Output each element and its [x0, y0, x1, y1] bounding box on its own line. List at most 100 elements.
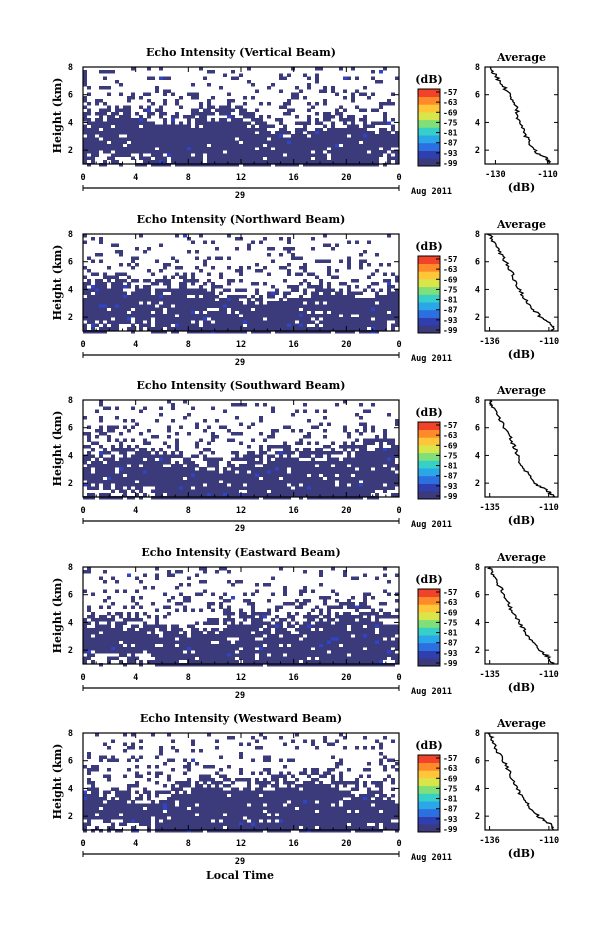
- heatmap-cell: [199, 310, 203, 315]
- heatmap-cell: [83, 159, 87, 164]
- heatmap-cell: [91, 288, 95, 292]
- heatmap-cell: [379, 140, 383, 145]
- heatmap-cell: [395, 307, 399, 312]
- heatmap-cell: [199, 163, 203, 167]
- heatmap-cell: [331, 605, 335, 609]
- colorbar-tick-label: -81: [443, 462, 458, 471]
- heatmap-cell: [87, 143, 91, 148]
- heatmap-cell: [267, 330, 271, 334]
- heatmap-cell: [263, 326, 267, 331]
- heatmap-cell: [159, 640, 163, 645]
- heatmap-cell: [91, 653, 95, 657]
- heatmap-cell: [143, 438, 147, 442]
- heatmap-cell: [199, 634, 203, 638]
- heatmap-cell: [191, 134, 195, 138]
- heatmap-cell: [91, 304, 95, 308]
- heatmap-cell: [387, 99, 391, 103]
- heatmap-cell: [95, 147, 99, 151]
- heatmap-cell: [299, 266, 303, 270]
- heatmap-cell: [155, 330, 159, 334]
- heatmap-cell: [139, 579, 143, 584]
- heatmap-cell: [111, 470, 115, 474]
- heatmap-cell: [343, 634, 347, 638]
- heatmap-cell: [91, 127, 95, 132]
- heatmap-cell: [107, 314, 111, 318]
- heatmap-cell: [155, 317, 159, 321]
- heatmap-cell: [367, 298, 371, 302]
- heatmap-cell: [167, 480, 171, 484]
- heatmap-cell: [259, 454, 263, 458]
- heatmap-cell: [195, 444, 199, 449]
- heatmap-cell: [155, 615, 159, 619]
- x-tick-label: 0: [396, 506, 401, 516]
- heatmap-cell: [359, 310, 363, 315]
- heatmap-cell: [87, 137, 91, 141]
- heatmap-cell: [199, 608, 203, 613]
- heatmap-cell: [275, 330, 279, 334]
- heatmap-cell: [215, 330, 219, 334]
- heatmap-cell: [279, 127, 283, 132]
- heatmap-cell: [199, 156, 203, 161]
- heatmap-cell: [347, 496, 351, 500]
- heatmap-cell: [159, 307, 163, 312]
- heatmap-cell: [271, 156, 275, 161]
- heatmap-cell: [99, 432, 103, 436]
- heatmap-cell: [171, 489, 175, 494]
- heatmap-cell: [335, 634, 339, 638]
- heatmap-cell: [303, 262, 307, 267]
- x-tick-label: 12: [236, 506, 246, 516]
- heatmap-cell: [343, 483, 347, 487]
- heatmap-cell: [111, 460, 115, 465]
- heatmap-cell: [303, 480, 307, 484]
- heatmap-cell: [307, 115, 311, 119]
- heatmap-cell: [307, 483, 311, 487]
- heatmap-cell: [259, 473, 263, 478]
- day-label: 29: [235, 191, 245, 201]
- heatmap-cell: [195, 307, 199, 312]
- heatmap-cell: [103, 304, 107, 308]
- heatmap-cell: [395, 143, 399, 148]
- heatmap-cell: [315, 650, 319, 654]
- heatmap-cell: [87, 473, 91, 478]
- heatmap-cell: [355, 476, 359, 481]
- colorbar-segment: [418, 317, 440, 326]
- heatmap-cell: [171, 256, 175, 260]
- heatmap-cell: [283, 464, 287, 468]
- heatmap-cell: [367, 483, 371, 487]
- heatmap-cell: [331, 457, 335, 462]
- heatmap-cell: [387, 234, 391, 238]
- heatmap-cell: [151, 147, 155, 151]
- heatmap-cell: [235, 579, 239, 584]
- colorbar-segment: [418, 460, 440, 469]
- heatmap-cell: [231, 99, 235, 103]
- heatmap-cell: [151, 460, 155, 465]
- heatmap-cell: [203, 131, 207, 135]
- heatmap-cell: [135, 304, 139, 308]
- heatmap-cell: [303, 159, 307, 164]
- heatmap-cell: [83, 115, 87, 119]
- heatmap-cell: [235, 298, 239, 302]
- heatmap-cell: [167, 483, 171, 487]
- heatmap-cell: [319, 640, 323, 645]
- heatmap-cell: [391, 323, 395, 328]
- heatmap-cell: [211, 301, 215, 305]
- heatmap-cell: [175, 448, 179, 452]
- heatmap-cell: [315, 131, 319, 135]
- heatmap-cell: [223, 323, 227, 328]
- heatmap-cell: [95, 124, 99, 129]
- heatmap-cell: [171, 314, 175, 318]
- heatmap-cell: [223, 608, 227, 613]
- heatmap-cell: [107, 605, 111, 609]
- heatmap-cell: [207, 298, 211, 302]
- heatmap-cell: [319, 476, 323, 481]
- heatmap-cell: [343, 310, 347, 315]
- heatmap-cell: [287, 291, 291, 296]
- heatmap-cell: [247, 111, 251, 116]
- heatmap-cell: [219, 153, 223, 157]
- heatmap-cell: [211, 105, 215, 109]
- heatmap-cell: [371, 131, 375, 135]
- heatmap-cell: [359, 150, 363, 154]
- heatmap-cell: [215, 246, 219, 251]
- heatmap-cell: [115, 291, 119, 296]
- heatmap-cell: [271, 647, 275, 651]
